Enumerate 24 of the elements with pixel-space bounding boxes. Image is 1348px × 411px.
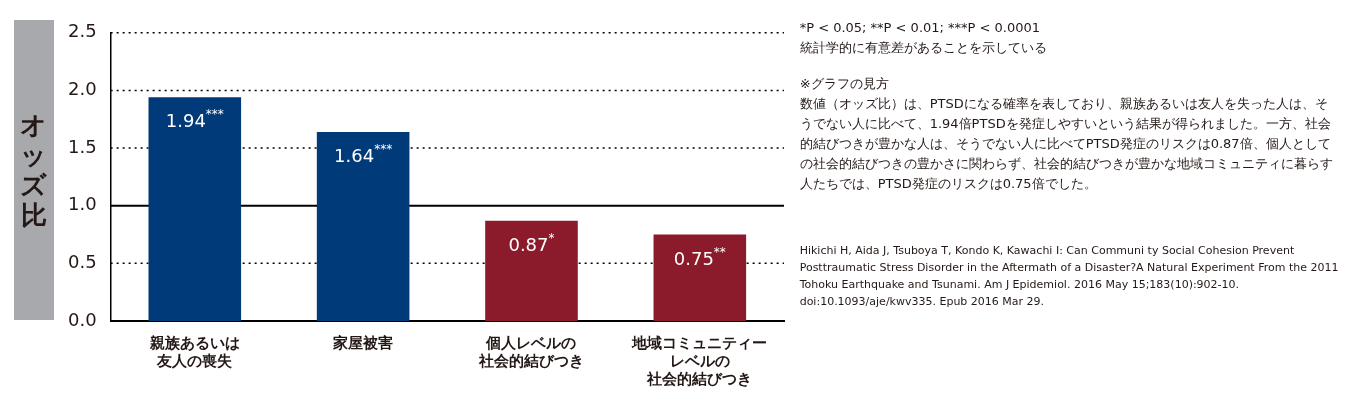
text: Hikichi H, Aida J, Tsuboya T, Kondo K, Kawachi I: Can Communi ty Social Cohesion Prevent Posttraumatic Stress Disorder in the Aftermath of a Disaster?A Natural Experiment From the 2011 Tohoku Earthquake and Tsunami. Am J Epidemiol. 2016 May 15;183(10):902-10. doi:10.1093/aje/kwv335. Epub 2016 Mar 29.: [799, 243, 1340, 310]
x-tick-label: 地域コミュニティーレベルの社会的結びつき: [630, 333, 767, 388]
data-label: 1.94***: [165, 107, 224, 132]
text: ※グラフの見方: [799, 75, 890, 93]
x-tick-label: 家屋被害: [331, 333, 393, 352]
y-tick-label: 1.0: [67, 193, 97, 215]
y-axis-title: オッズ比: [19, 110, 48, 230]
x-tick-label: 親族あるいは友人の喪失: [148, 333, 240, 370]
data-label: 0.87*: [508, 230, 555, 255]
y-tick-label: 2.5: [67, 20, 97, 42]
text: *P < 0.05; **P < 0.01; ***P < 0.0001: [799, 19, 1042, 37]
bar: [148, 97, 241, 321]
y-tick-label: 2.0: [67, 78, 97, 100]
data-label: 1.64***: [333, 141, 392, 166]
y-tick-label: 1.5: [67, 135, 97, 157]
text: 数値（オッズ比）は、PTSDになる確率を表しており、親族あるいは友人を失った人は、そうでない人に比べて、1.94倍PTSDを発症しやすいという結果が得られました。一方、社会的結びつきが豊かな人は、そうでない人に比べてPTSD発症のリスクは0.87倍、個人としての社会的結びつきの豊かさに関わらず、社会的結びつきが豊かな地域コミュニティに暮らす人たちでは、PTSD発症のリスクは0.75倍でした。: [799, 95, 1334, 193]
bar: [484, 220, 578, 321]
y-tick-label: 0.0: [67, 308, 97, 330]
x-tick-label: 個人レベルの社会的結びつき: [477, 333, 584, 370]
text: 統計学的に有意差があることを示している: [799, 39, 1048, 57]
y-tick-label: 0.5: [67, 251, 97, 273]
bar: [316, 131, 410, 321]
bar: [653, 234, 746, 321]
data-label: 0.75**: [673, 244, 726, 269]
